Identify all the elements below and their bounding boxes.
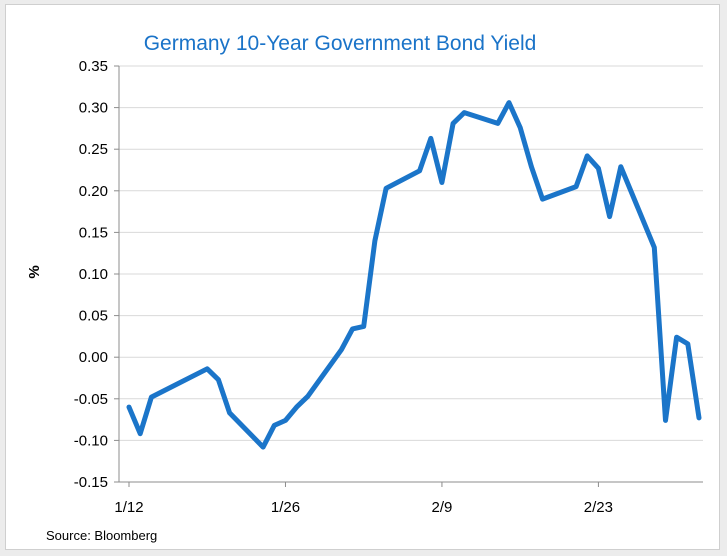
y-tick-label: 0.35 [79, 58, 108, 75]
y-tick-labels: -0.15 -0.10 -0.05 0.00 0.05 0.10 0.15 0.20 0.25 0… [74, 58, 108, 491]
y-tick-label: 0.15 [79, 224, 108, 241]
x-tick-labels: 1/12 1/26 2/9 2/23 [114, 499, 613, 516]
y-tick-label: -0.10 [74, 432, 108, 449]
series-line [126, 100, 702, 450]
x-tick-label: 1/12 [114, 499, 143, 516]
y-tick-label: 0.00 [79, 349, 108, 366]
grid-lines [119, 65, 703, 441]
source-note: Source: Bloomberg [46, 528, 157, 543]
y-tick-label: 0.25 [79, 141, 108, 158]
x-tick-label: 2/23 [584, 499, 613, 516]
series-group [126, 100, 702, 450]
y-tick-label: -0.05 [74, 391, 108, 408]
y-axis-label: % [26, 265, 43, 278]
y-tick-label: 0.30 [79, 100, 108, 117]
y-tick-label: -0.15 [74, 474, 108, 491]
y-tick-label: 0.05 [79, 308, 108, 325]
y-tick-label: 0.10 [79, 266, 108, 283]
x-tick-label: 2/9 [432, 499, 453, 516]
chart-frame [5, 4, 720, 550]
x-tick-label: 1/26 [271, 499, 300, 516]
axes [114, 65, 703, 487]
chart-title: Germany 10-Year Government Bond Yield [144, 32, 537, 55]
y-tick-label: 0.20 [79, 183, 108, 200]
